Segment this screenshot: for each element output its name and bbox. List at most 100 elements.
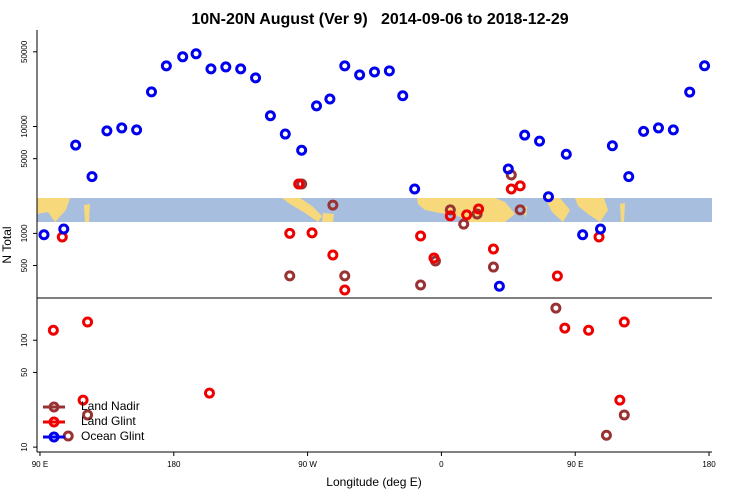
map-band [37, 198, 712, 222]
point [594, 223, 606, 235]
point [47, 324, 59, 336]
point [473, 203, 485, 215]
point [471, 208, 483, 220]
point [145, 86, 157, 98]
point [652, 122, 664, 134]
point [264, 110, 276, 122]
y-tick-label: 5000 [20, 149, 29, 167]
x-tick-label: 90 W [298, 460, 317, 469]
point [458, 218, 470, 230]
point [638, 125, 650, 137]
point [82, 316, 94, 328]
point [220, 61, 232, 73]
y-tick-label: 50 [20, 367, 29, 376]
point [514, 180, 526, 192]
point [190, 48, 202, 60]
y-axis-title: N Total [0, 226, 14, 263]
point [205, 63, 217, 75]
point [131, 124, 143, 136]
y-tick-label: 1000 [20, 224, 29, 242]
point [505, 183, 517, 195]
point [667, 124, 679, 136]
point [409, 183, 421, 195]
point [324, 93, 336, 105]
point [284, 270, 296, 282]
point [699, 60, 711, 72]
point [606, 140, 618, 152]
point [86, 171, 98, 183]
point [502, 163, 514, 175]
point [514, 204, 526, 216]
x-axis-title: Longitude (deg E) [326, 475, 421, 489]
x-tick-label: 90 E [567, 460, 583, 469]
legend-marker [48, 401, 60, 413]
point [327, 199, 339, 211]
point [534, 135, 546, 147]
point [369, 66, 380, 78]
x-tick-label: 180 [702, 460, 716, 469]
y-tick-label: 100 [20, 333, 29, 347]
point [415, 230, 427, 242]
point [116, 122, 128, 134]
point [339, 60, 351, 72]
x-tick-label: 0 [439, 460, 444, 469]
point [583, 324, 595, 336]
point [577, 229, 589, 241]
point [101, 125, 113, 137]
point [519, 129, 531, 141]
point [461, 209, 473, 221]
point [58, 223, 70, 235]
point [444, 204, 456, 216]
point [296, 144, 308, 156]
point [542, 191, 554, 203]
point [415, 279, 427, 291]
point [327, 249, 339, 261]
point [339, 270, 351, 282]
point [250, 72, 262, 84]
x-tick-label: 90 E [32, 460, 48, 469]
point [160, 60, 172, 72]
point [306, 227, 318, 239]
point [284, 227, 296, 239]
point [618, 409, 630, 421]
point [279, 128, 291, 140]
legend-marker [48, 416, 60, 428]
point [623, 171, 635, 183]
point [493, 280, 505, 292]
point [77, 394, 89, 406]
legend-marker [48, 431, 60, 443]
point [487, 261, 499, 273]
point [62, 430, 74, 442]
point [428, 252, 440, 264]
point [38, 229, 50, 241]
point [339, 284, 351, 296]
point [600, 429, 612, 441]
point [293, 178, 305, 190]
point [618, 316, 630, 328]
chart-title: 10N-20N August (Ver 9) 2014-09-06 to 201… [191, 11, 568, 28]
point [70, 139, 82, 151]
point [397, 90, 409, 102]
point [684, 86, 696, 98]
point [354, 69, 366, 81]
point [203, 387, 215, 399]
point [235, 63, 247, 75]
y-tick-label: 10000 [20, 115, 29, 138]
point [559, 322, 571, 334]
legend-label: Ocean Glint [81, 429, 145, 443]
y-tick-label: 50000 [20, 40, 29, 63]
point [550, 302, 562, 314]
point [560, 148, 572, 160]
point [383, 65, 395, 77]
y-tick-label: 10 [20, 442, 29, 451]
point [311, 100, 323, 112]
legend-label: Land Glint [81, 414, 136, 428]
y-tick-label: 500 [20, 258, 29, 272]
point [444, 210, 456, 222]
point [487, 243, 499, 255]
x-tick-label: 180 [167, 460, 181, 469]
point [177, 51, 189, 63]
point [551, 270, 563, 282]
point [614, 394, 626, 406]
